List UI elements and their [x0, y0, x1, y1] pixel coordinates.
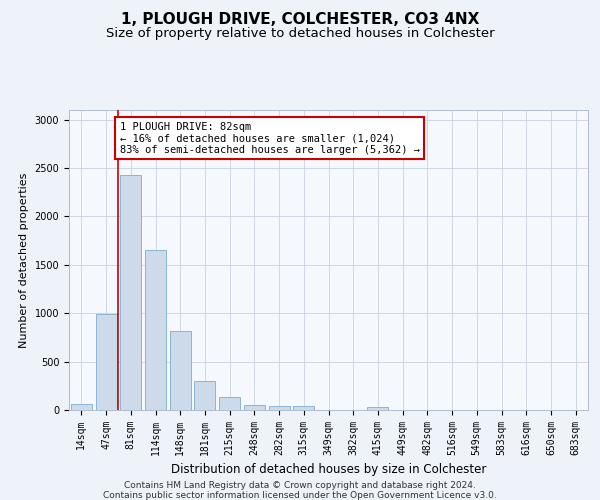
Bar: [71, 404, 92, 410]
Bar: [269, 406, 290, 410]
Text: Size of property relative to detached houses in Colchester: Size of property relative to detached ho…: [106, 28, 494, 40]
Bar: [194, 381, 215, 410]
Bar: [95, 314, 116, 410]
Bar: [367, 406, 388, 410]
X-axis label: Distribution of detached houses by size in Colchester: Distribution of detached houses by size …: [171, 464, 486, 476]
Bar: [219, 398, 240, 410]
Text: 1, PLOUGH DRIVE, COLCHESTER, CO3 4NX: 1, PLOUGH DRIVE, COLCHESTER, CO3 4NX: [121, 12, 479, 28]
Text: Contains public sector information licensed under the Open Government Licence v3: Contains public sector information licen…: [103, 491, 497, 500]
Bar: [293, 406, 314, 410]
Bar: [244, 404, 265, 410]
Bar: [120, 175, 141, 410]
Text: Contains HM Land Registry data © Crown copyright and database right 2024.: Contains HM Land Registry data © Crown c…: [124, 481, 476, 490]
Text: 1 PLOUGH DRIVE: 82sqm
← 16% of detached houses are smaller (1,024)
83% of semi-d: 1 PLOUGH DRIVE: 82sqm ← 16% of detached …: [119, 122, 419, 155]
Y-axis label: Number of detached properties: Number of detached properties: [19, 172, 29, 348]
Bar: [170, 330, 191, 410]
Bar: [145, 250, 166, 410]
